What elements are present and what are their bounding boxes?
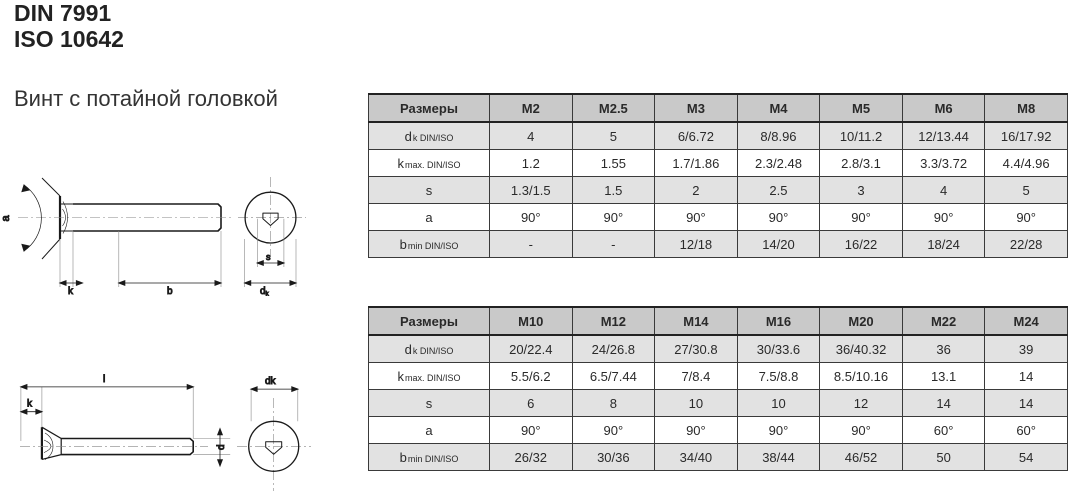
- svg-text:dk: dk: [265, 376, 277, 387]
- svg-text:dk: dk: [260, 286, 270, 298]
- svg-text:k: k: [68, 286, 74, 297]
- svg-text:k: k: [27, 399, 33, 410]
- svg-text:a: a: [0, 215, 12, 222]
- svg-text:d: d: [216, 444, 227, 450]
- svg-text:s: s: [266, 252, 271, 262]
- svg-text:b: b: [167, 286, 173, 297]
- svg-text:l: l: [103, 374, 105, 385]
